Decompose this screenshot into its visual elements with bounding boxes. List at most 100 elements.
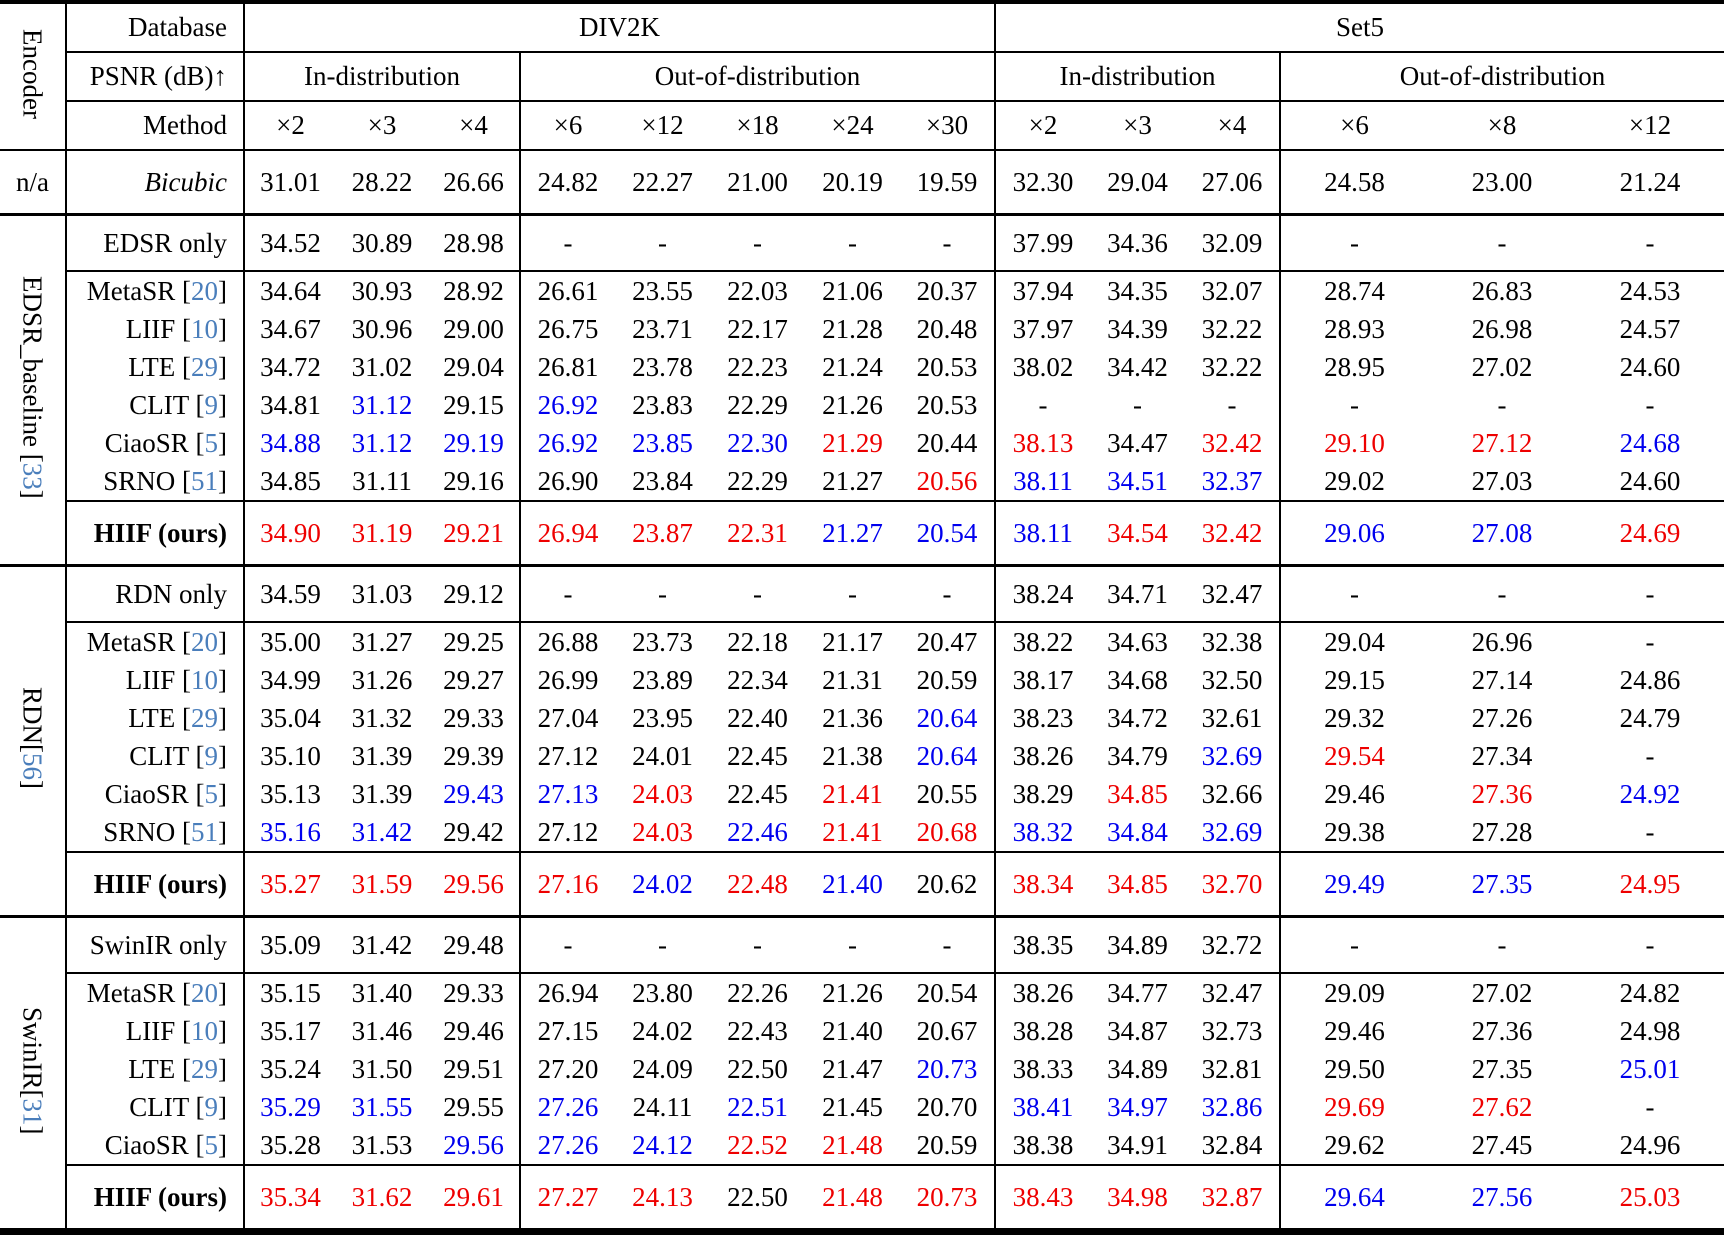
table-row: LIIF [10] 34.67 30.96 29.00 26.75 23.71 22.17 2…: [0, 310, 1724, 348]
table-row: LIIF [10] 34.99 31.26 29.27 26.99 23.89 22.34 2…: [0, 661, 1724, 699]
citation-link[interactable]: 29: [191, 1053, 218, 1084]
psnr-cell-empty: -: [1645, 1091, 1655, 1122]
psnr-cell: 21.29: [805, 424, 900, 462]
psnr-cell: 22.27: [615, 150, 710, 216]
method-name: MetaSR: [86, 626, 176, 657]
scale-header: ×24: [805, 101, 900, 151]
table-row: LIIF [10] 35.17 31.46 29.46 27.15 24.02 22.43 2…: [0, 1012, 1724, 1050]
citation-link[interactable]: 51: [191, 465, 218, 496]
citation-link[interactable]: 10: [191, 313, 218, 344]
psnr-cell: 27.02: [1471, 351, 1533, 382]
psnr-cell: 34.64: [260, 275, 321, 306]
citation-link[interactable]: 5: [204, 778, 219, 809]
scale-header: ×4: [428, 101, 521, 151]
psnr-cell: 32.72: [1185, 916, 1281, 974]
second-best-value: 26.92: [537, 427, 599, 458]
psnr-cell: 21.06: [822, 275, 883, 306]
method-cell: RDN only: [66, 565, 245, 623]
method-cell: EDSR only: [66, 214, 245, 272]
citation-link[interactable]: 9: [204, 389, 219, 420]
psnr-cell: 21.47: [822, 1053, 883, 1084]
citation-link[interactable]: 56: [17, 753, 48, 781]
psnr-cell: 38.23: [1012, 702, 1074, 733]
citation-link[interactable]: 10: [191, 664, 218, 695]
citation-link[interactable]: 5: [204, 427, 219, 458]
citation-link[interactable]: 9: [204, 740, 219, 771]
method-name: LTE: [128, 351, 176, 382]
best-value: 31.59: [351, 868, 413, 899]
method-name: EDSR only: [103, 227, 227, 258]
best-value: 23.87: [632, 517, 693, 548]
div2k-in-distribution-header: In-distribution: [244, 52, 521, 102]
psnr-cell: 24.60: [1619, 351, 1681, 382]
psnr-cell: 27.14: [1471, 664, 1533, 695]
second-best-value: 38.32: [1012, 816, 1074, 847]
psnr-cell: 32.47: [1185, 565, 1281, 623]
psnr-cell: 31.46: [351, 1015, 413, 1046]
psnr-cell: 31.42: [336, 813, 428, 853]
citation-link[interactable]: 51: [191, 816, 218, 847]
psnr-cell: 26.88: [537, 626, 599, 657]
psnr-cell: 34.85: [1090, 852, 1185, 918]
psnr-cell: 38.29: [1012, 778, 1074, 809]
citation-link[interactable]: 20: [191, 275, 218, 306]
citation-link[interactable]: 29: [191, 351, 218, 382]
psnr-cell: 21.40: [822, 1015, 883, 1046]
table-row: MetaSR [20] 35.00 31.27 29.25 26.88 23.73 22.1…: [0, 622, 1724, 661]
citation-link[interactable]: 33: [17, 462, 48, 490]
best-value: 35.34: [260, 1181, 321, 1212]
psnr-cell-empty: -: [710, 916, 805, 974]
psnr-cell-empty: -: [1185, 386, 1281, 424]
psnr-cell: 31.12: [336, 386, 428, 424]
psnr-cell: 26.92: [520, 424, 615, 462]
citation-link[interactable]: 29: [191, 702, 218, 733]
psnr-cell: 31.50: [351, 1053, 413, 1084]
psnr-cell: 29.48: [428, 916, 521, 974]
psnr-cell: 31.39: [351, 740, 413, 771]
second-best-value: 31.55: [351, 1091, 413, 1122]
psnr-cell: 21.48: [805, 1165, 900, 1233]
citation-link[interactable]: 31: [17, 1098, 48, 1126]
psnr-cell: 32.84: [1185, 1126, 1281, 1166]
best-value: 22.52: [727, 1129, 788, 1160]
psnr-cell: 24.09: [632, 1053, 693, 1084]
psnr-cell: 35.28: [244, 1126, 336, 1166]
psnr-cell: 34.84: [1090, 813, 1185, 853]
citation-link[interactable]: 20: [191, 626, 218, 657]
second-best-value: 21.27: [822, 517, 883, 548]
psnr-cell-empty: -: [1133, 389, 1142, 420]
best-value: 27.16: [537, 868, 599, 899]
psnr-cell-empty: -: [520, 916, 615, 974]
psnr-cell: 34.39: [1107, 313, 1168, 344]
psnr-cell: 27.20: [537, 1053, 599, 1084]
best-value: 34.85: [1107, 778, 1168, 809]
psnr-cell: 38.41: [995, 1088, 1090, 1126]
psnr-cell-empty: -: [1576, 916, 1724, 974]
psnr-cell-empty: -: [1645, 740, 1655, 771]
second-best-value: 32.86: [1201, 1091, 1263, 1122]
psnr-cell: 27.26: [520, 1088, 615, 1126]
psnr-cell: 20.73: [900, 1050, 996, 1088]
header-row-psnr: PSNR (dB)↑ In-distribution Out-of-distri…: [0, 52, 1724, 102]
method-name: LTE: [128, 702, 176, 733]
citation-link[interactable]: 10: [191, 1015, 218, 1046]
best-value: 29.21: [443, 517, 504, 548]
psnr-cell: 29.21: [428, 501, 521, 567]
best-value: 24.95: [1619, 868, 1681, 899]
psnr-cell: 29.15: [1324, 664, 1385, 695]
table-row: MetaSR [20] 34.64 30.93 28.92 26.61 23.55 22.0…: [0, 271, 1724, 310]
psnr-cell: 20.48: [900, 310, 996, 348]
psnr-cell: 29.32: [1324, 702, 1385, 733]
psnr-cell: 29.54: [1280, 737, 1428, 775]
psnr-cell: 19.59: [900, 150, 996, 216]
psnr-cell: 27.35: [1428, 852, 1576, 918]
second-best-value: 27.56: [1471, 1181, 1533, 1212]
psnr-cell: 29.25: [428, 622, 521, 661]
psnr-cell-empty: -: [1645, 626, 1655, 657]
citation-link[interactable]: 5: [204, 1129, 219, 1160]
psnr-cell: 29.69: [1280, 1088, 1428, 1126]
citation-link[interactable]: 9: [204, 1091, 219, 1122]
psnr-cell: 21.27: [805, 501, 900, 567]
second-best-value: 35.29: [260, 1091, 321, 1122]
citation-link[interactable]: 20: [191, 977, 218, 1008]
